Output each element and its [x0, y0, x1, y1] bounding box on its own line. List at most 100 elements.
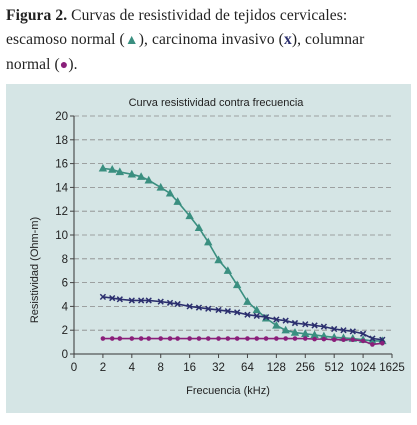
- circle-point: [225, 336, 231, 341]
- triangle-point: [310, 330, 319, 339]
- triangle-point: [319, 331, 329, 340]
- x-point-stroke: [349, 328, 356, 335]
- x-point: [99, 293, 107, 301]
- x-point-stroke: [244, 311, 251, 318]
- circle-point: [167, 336, 173, 341]
- circle-point: [360, 338, 366, 344]
- x-tick-label: 2: [100, 362, 106, 374]
- circle-point: [274, 336, 279, 341]
- x-point-stroke: [195, 304, 203, 311]
- circle-point: [370, 342, 375, 347]
- circle-point: [234, 336, 240, 341]
- circle-point: [254, 336, 260, 341]
- caption-text-1: Curvas de resistividad de tejidos cervic…: [6, 7, 348, 48]
- x-point-stroke: [116, 296, 123, 303]
- circle-point: [283, 336, 288, 341]
- circle-point: [109, 336, 115, 341]
- triangle-point: [368, 336, 377, 345]
- triangle-point: [214, 255, 223, 264]
- x-point-stroke: [262, 313, 270, 321]
- circle-point: [117, 336, 123, 341]
- x-point: [244, 311, 251, 318]
- circle-point: [196, 336, 202, 341]
- caption-text-3: ), columnar normal (: [6, 31, 365, 73]
- triangle-point: [108, 165, 117, 173]
- circle-point: [187, 336, 192, 341]
- circle-point: [331, 337, 337, 343]
- x-point-stroke: [320, 323, 328, 330]
- x-point-stroke: [224, 308, 231, 315]
- x-point-stroke: [359, 330, 367, 337]
- triangle-point: [223, 266, 233, 274]
- x-point-stroke: [166, 299, 174, 306]
- x-point: [340, 327, 347, 334]
- x-tick-label: 0: [71, 362, 77, 374]
- resistivity-chart: Curva resistividad contra frecuencia Res…: [29, 97, 405, 397]
- x-point-stroke: [369, 335, 376, 342]
- x-point: [116, 296, 123, 303]
- plot-area: [98, 163, 387, 347]
- x-point: [331, 325, 338, 333]
- triangle-point: [185, 211, 194, 220]
- x-axis-label: Frecuencia (kHz): [186, 385, 270, 397]
- x-point-stroke: [145, 297, 152, 304]
- triangle-point: [252, 305, 261, 314]
- series-line-circle: [102, 337, 383, 346]
- triangle-point: [301, 329, 310, 337]
- circle-point: [100, 336, 106, 341]
- x-point: [262, 313, 270, 321]
- x-point-stroke: [137, 297, 145, 304]
- x-tick-label: 64: [241, 362, 254, 374]
- x-point: [273, 316, 280, 323]
- x-point: [128, 297, 135, 304]
- x-point-stroke: [174, 300, 181, 308]
- x-point: [349, 328, 356, 335]
- x-point: [291, 319, 299, 327]
- circle-point: [380, 340, 385, 346]
- x-tick-label: 16: [183, 362, 196, 374]
- x-point: [282, 317, 289, 324]
- x-point: [145, 297, 152, 304]
- x-point: [369, 335, 376, 342]
- x-point: [137, 297, 145, 304]
- triangle-point: [232, 280, 242, 289]
- x-point: [186, 303, 193, 310]
- x-point: [157, 298, 164, 305]
- triangle-marker-icon: ▲: [124, 33, 139, 48]
- x-point: [166, 299, 174, 306]
- x-point: [359, 330, 367, 337]
- x-tick-label: 4: [129, 362, 136, 374]
- circle-point: [138, 336, 144, 341]
- y-tick-label: 12: [55, 206, 68, 218]
- caption-text-4: ).: [68, 56, 78, 73]
- y-tick-label: 14: [55, 182, 68, 194]
- triangle-point: [281, 325, 290, 334]
- x-tick-label: 1625: [379, 362, 405, 374]
- y-tick-label: 0: [62, 349, 68, 361]
- x-point-stroke: [128, 297, 135, 304]
- y-tick-label: 18: [55, 135, 68, 147]
- circle-point: [263, 336, 269, 341]
- chart-panel: Curva resistividad contra frecuencia Res…: [6, 84, 411, 413]
- y-tick-label: 20: [55, 111, 68, 123]
- triangle-point: [204, 237, 213, 246]
- x-point-stroke: [157, 298, 164, 305]
- x-tick-label: 128: [267, 362, 286, 374]
- circle-point: [216, 336, 221, 341]
- x-tick-label: 1024: [350, 362, 376, 374]
- circle-point: [341, 337, 346, 343]
- triangle-point: [173, 197, 182, 205]
- y-axis-label: Resistividad (Ohm-m): [29, 217, 41, 323]
- x-point-stroke: [302, 321, 309, 328]
- x-point: [253, 312, 260, 320]
- circle-point: [175, 336, 180, 341]
- x-tick-label: 256: [296, 362, 315, 374]
- circle-point: [129, 336, 135, 341]
- x-point-stroke: [331, 325, 338, 333]
- x-point: [320, 323, 328, 330]
- x-point: [195, 304, 203, 311]
- x-point-stroke: [253, 312, 260, 320]
- x-point-stroke: [215, 306, 222, 314]
- x-ticks: 0 2 4 8 16 32 64 128 256 512 1024 1625: [71, 354, 405, 374]
- circle-marker-icon: ●: [59, 58, 69, 73]
